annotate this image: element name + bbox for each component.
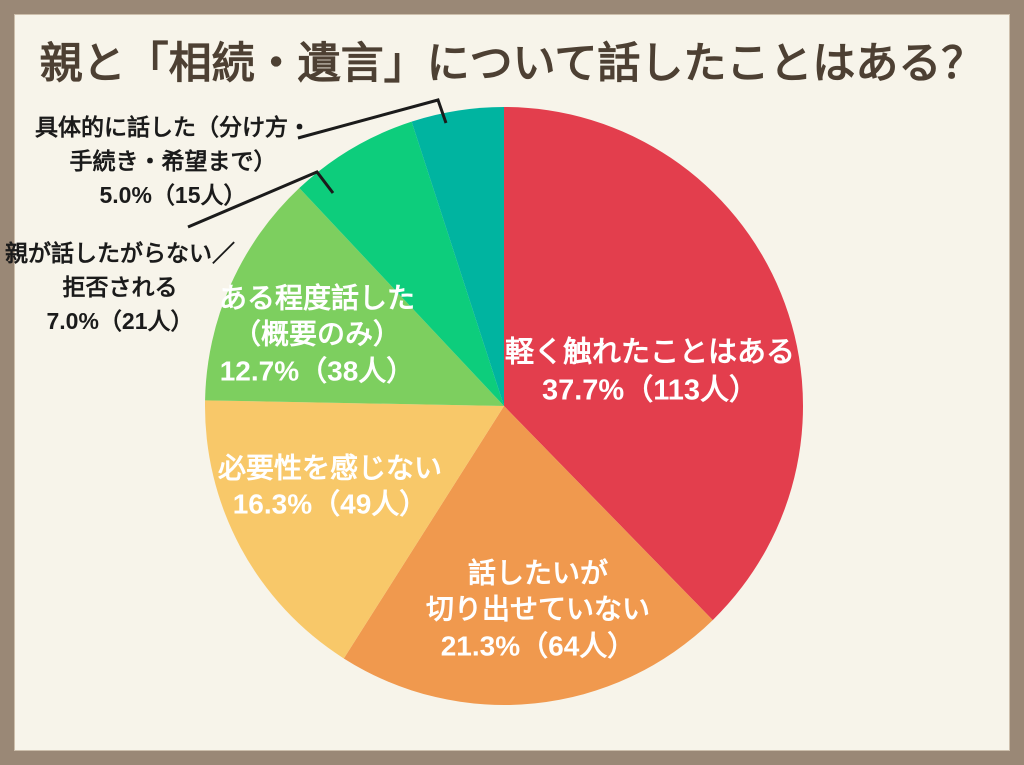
slice-label-light-touch: 軽く触れたことはある 37.7%（113人） <box>505 334 795 409</box>
pie-slices <box>204 107 804 705</box>
slice-label-line: 親が話したがらない／ <box>5 240 235 266</box>
leader-line-refused <box>187 170 335 229</box>
slice-label-line: 軽く触れたことはある <box>504 336 796 369</box>
pie-slice-4 <box>299 121 504 406</box>
slice-value-line: 7.0%（21人） <box>46 308 194 334</box>
slice-label-line: 具体的に話した（分け方・ <box>35 114 311 140</box>
slice-label-no-need: 必要性を感じない 16.3%（49人） <box>218 451 442 524</box>
slice-label-somewhat-talked: ある程度話した （概要のみ） 12.7%（38人） <box>219 280 415 389</box>
slice-label-parent-refuses: 親が話したがらない／ 拒否される 7.0%（21人） <box>5 236 235 338</box>
slice-label-line: 拒否される <box>62 274 178 300</box>
slice-label-line: （概要のみ） <box>232 318 402 350</box>
slice-label-want-to-talk: 話したいが 切り出せていない 21.3%（64人） <box>426 555 650 664</box>
slice-value-line: 5.0%（15人） <box>99 182 247 208</box>
slice-value-line: 12.7%（38人） <box>219 355 415 387</box>
pie-slice-5 <box>411 107 504 406</box>
slice-label-line: ある程度話した <box>218 282 416 314</box>
slice-value-line: 16.3%（49人） <box>232 489 428 520</box>
slice-label-line: 必要性を感じない <box>217 452 443 484</box>
leader-line-concrete <box>297 98 448 140</box>
pie-slice-1 <box>343 406 713 705</box>
chart-title: 親と「相続・遺言」について話したことはある？ <box>39 40 985 88</box>
pie-slice-3 <box>205 188 505 406</box>
pie-slice-2 <box>204 400 504 659</box>
slice-label-line: 手続き・希望まで） <box>69 148 277 174</box>
slice-label-concrete-talk: 具体的に話した（分け方・ 手続き・希望まで） 5.0%（15人） <box>35 110 311 212</box>
slice-value-line: 21.3%（64人） <box>440 630 636 662</box>
slice-label-line: 切り出せていない <box>425 593 651 625</box>
slice-label-line: 話したいが <box>467 557 609 589</box>
slice-value-line: 37.7%（113人） <box>541 374 759 406</box>
pie-slice-0 <box>504 107 804 621</box>
